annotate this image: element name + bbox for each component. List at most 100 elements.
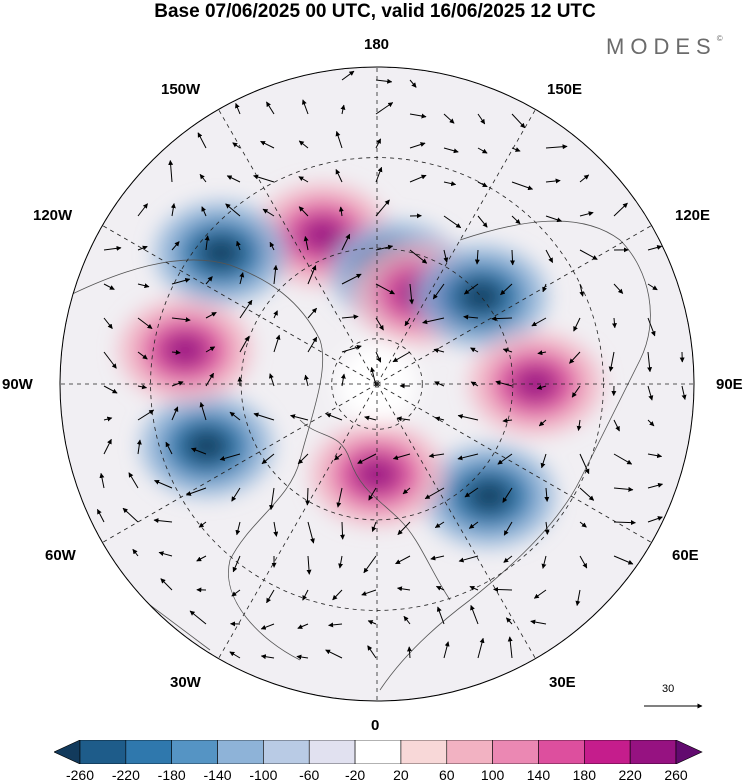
colorbar-swatch-4 <box>217 740 264 764</box>
wind-vector-208 <box>196 555 207 562</box>
colorbar-tick-label: 140 <box>526 767 551 783</box>
wind-vector-233 <box>575 589 581 606</box>
wind-vector-53 <box>171 241 180 251</box>
wind-vector-51 <box>103 245 122 251</box>
wind-vector-177 <box>269 487 275 511</box>
meridian-60 <box>376 383 652 543</box>
wind-vector-241 <box>436 606 445 625</box>
colorbar-tick-label: 180 <box>572 767 596 783</box>
wind-vector-159 <box>219 453 241 461</box>
wind-vector-15 <box>298 140 309 149</box>
meridian-300 <box>102 383 378 543</box>
wind-vector-183 <box>464 487 479 498</box>
colorbar-tick-label: -260 <box>65 767 95 783</box>
lon-label-120w: 120W <box>33 207 73 224</box>
wind-vector-68 <box>103 283 115 290</box>
wind-vector-164 <box>392 453 411 460</box>
wind-vector-67 <box>647 245 663 251</box>
wind-vector-19 <box>443 147 459 154</box>
colorbar-tick-label: 220 <box>618 767 642 783</box>
wind-vector-3 <box>235 102 241 115</box>
wind-vector-78 <box>432 283 445 300</box>
wind-vector-70 <box>171 277 191 285</box>
wind-vector-69 <box>137 283 150 289</box>
wind-vector-203 <box>579 521 587 528</box>
wind-vector-93 <box>375 317 384 331</box>
wind-vector-249 <box>367 645 377 659</box>
anomaly-blob-3-2 <box>456 277 506 316</box>
wind-vector-102 <box>103 351 117 369</box>
colorbar-swatch-8 <box>400 740 448 764</box>
colorbar-tick-label: 100 <box>480 767 505 783</box>
wind-vector-230 <box>469 585 479 591</box>
wind-vector-175 <box>185 487 207 496</box>
wind-vector-38 <box>201 206 207 217</box>
wind-vectors <box>96 70 687 660</box>
wind-vector-219 <box>579 555 588 569</box>
wind-vector-128 <box>370 366 377 387</box>
graticule <box>60 67 694 701</box>
wind-vector-157 <box>165 441 173 455</box>
wind-vector-85 <box>103 317 113 329</box>
wind-vector-150 <box>502 418 513 424</box>
colorbar-swatch-9 <box>446 740 493 764</box>
wind-vector-192 <box>198 521 207 528</box>
colorbar <box>54 740 703 764</box>
wind-vector-161 <box>297 453 309 465</box>
wind-vector-79 <box>463 283 479 295</box>
wind-vector-245 <box>229 651 241 659</box>
map-border <box>59 66 695 702</box>
wind-vector-7 <box>375 102 394 115</box>
wind-vector-94 <box>404 317 411 327</box>
wind-vector-127 <box>340 373 346 387</box>
wind-vector-134 <box>571 385 581 398</box>
anomaly-blob-8-2 <box>161 331 210 369</box>
wind-vector-41 <box>298 206 309 217</box>
wind-vector-52 <box>137 245 148 251</box>
wind-vector-49 <box>579 211 594 217</box>
wind-vector-145 <box>325 413 343 421</box>
colorbar-tick-label: 20 <box>393 767 409 783</box>
wind-vector-212 <box>338 555 344 569</box>
wind-vector-5 <box>302 99 309 115</box>
wind-vector-247 <box>296 654 309 660</box>
wind-vector-97 <box>491 316 513 322</box>
wind-vector-25 <box>226 175 241 183</box>
wind-vector-122 <box>171 381 184 387</box>
wind-vector-243 <box>505 617 513 625</box>
wind-vector-61 <box>443 249 449 263</box>
colorbar-swatch-10 <box>492 740 539 764</box>
meridian-210 <box>218 109 378 385</box>
wind-vector-160 <box>261 453 275 465</box>
wind-vector-187 <box>613 486 634 492</box>
wind-vector-121 <box>137 384 148 390</box>
wind-vector-238 <box>328 622 343 628</box>
brand-name: MODES <box>606 34 717 59</box>
wind-vector-108 <box>307 336 318 353</box>
wind-vector-55 <box>236 240 241 251</box>
wind-vector-34 <box>545 178 561 184</box>
wind-vector-48 <box>545 215 563 223</box>
wind-vector-107 <box>273 334 281 353</box>
wind-vector-189 <box>96 508 105 523</box>
wind-vector-54 <box>204 235 210 251</box>
wind-vector-80 <box>500 283 513 296</box>
wind-vector-39 <box>225 203 241 217</box>
wind-vector-200 <box>468 521 479 529</box>
wind-vector-64 <box>545 249 554 263</box>
wind-vector-131 <box>470 381 479 387</box>
wind-vector-109 <box>341 344 362 353</box>
wind-vector-140 <box>171 406 179 421</box>
wind-vector-20 <box>477 147 488 154</box>
wind-vector-114 <box>502 348 513 353</box>
wind-vector-171 <box>647 453 663 459</box>
wind-vector-0 <box>341 70 355 81</box>
wind-vector-214 <box>395 555 411 565</box>
wind-vector-227 <box>361 589 377 596</box>
wind-vector-47 <box>511 215 521 225</box>
wind-vector-132 <box>495 380 513 387</box>
wind-vector-240 <box>403 615 411 625</box>
wind-vector-115 <box>537 350 547 356</box>
wind-vector-110 <box>375 351 382 363</box>
